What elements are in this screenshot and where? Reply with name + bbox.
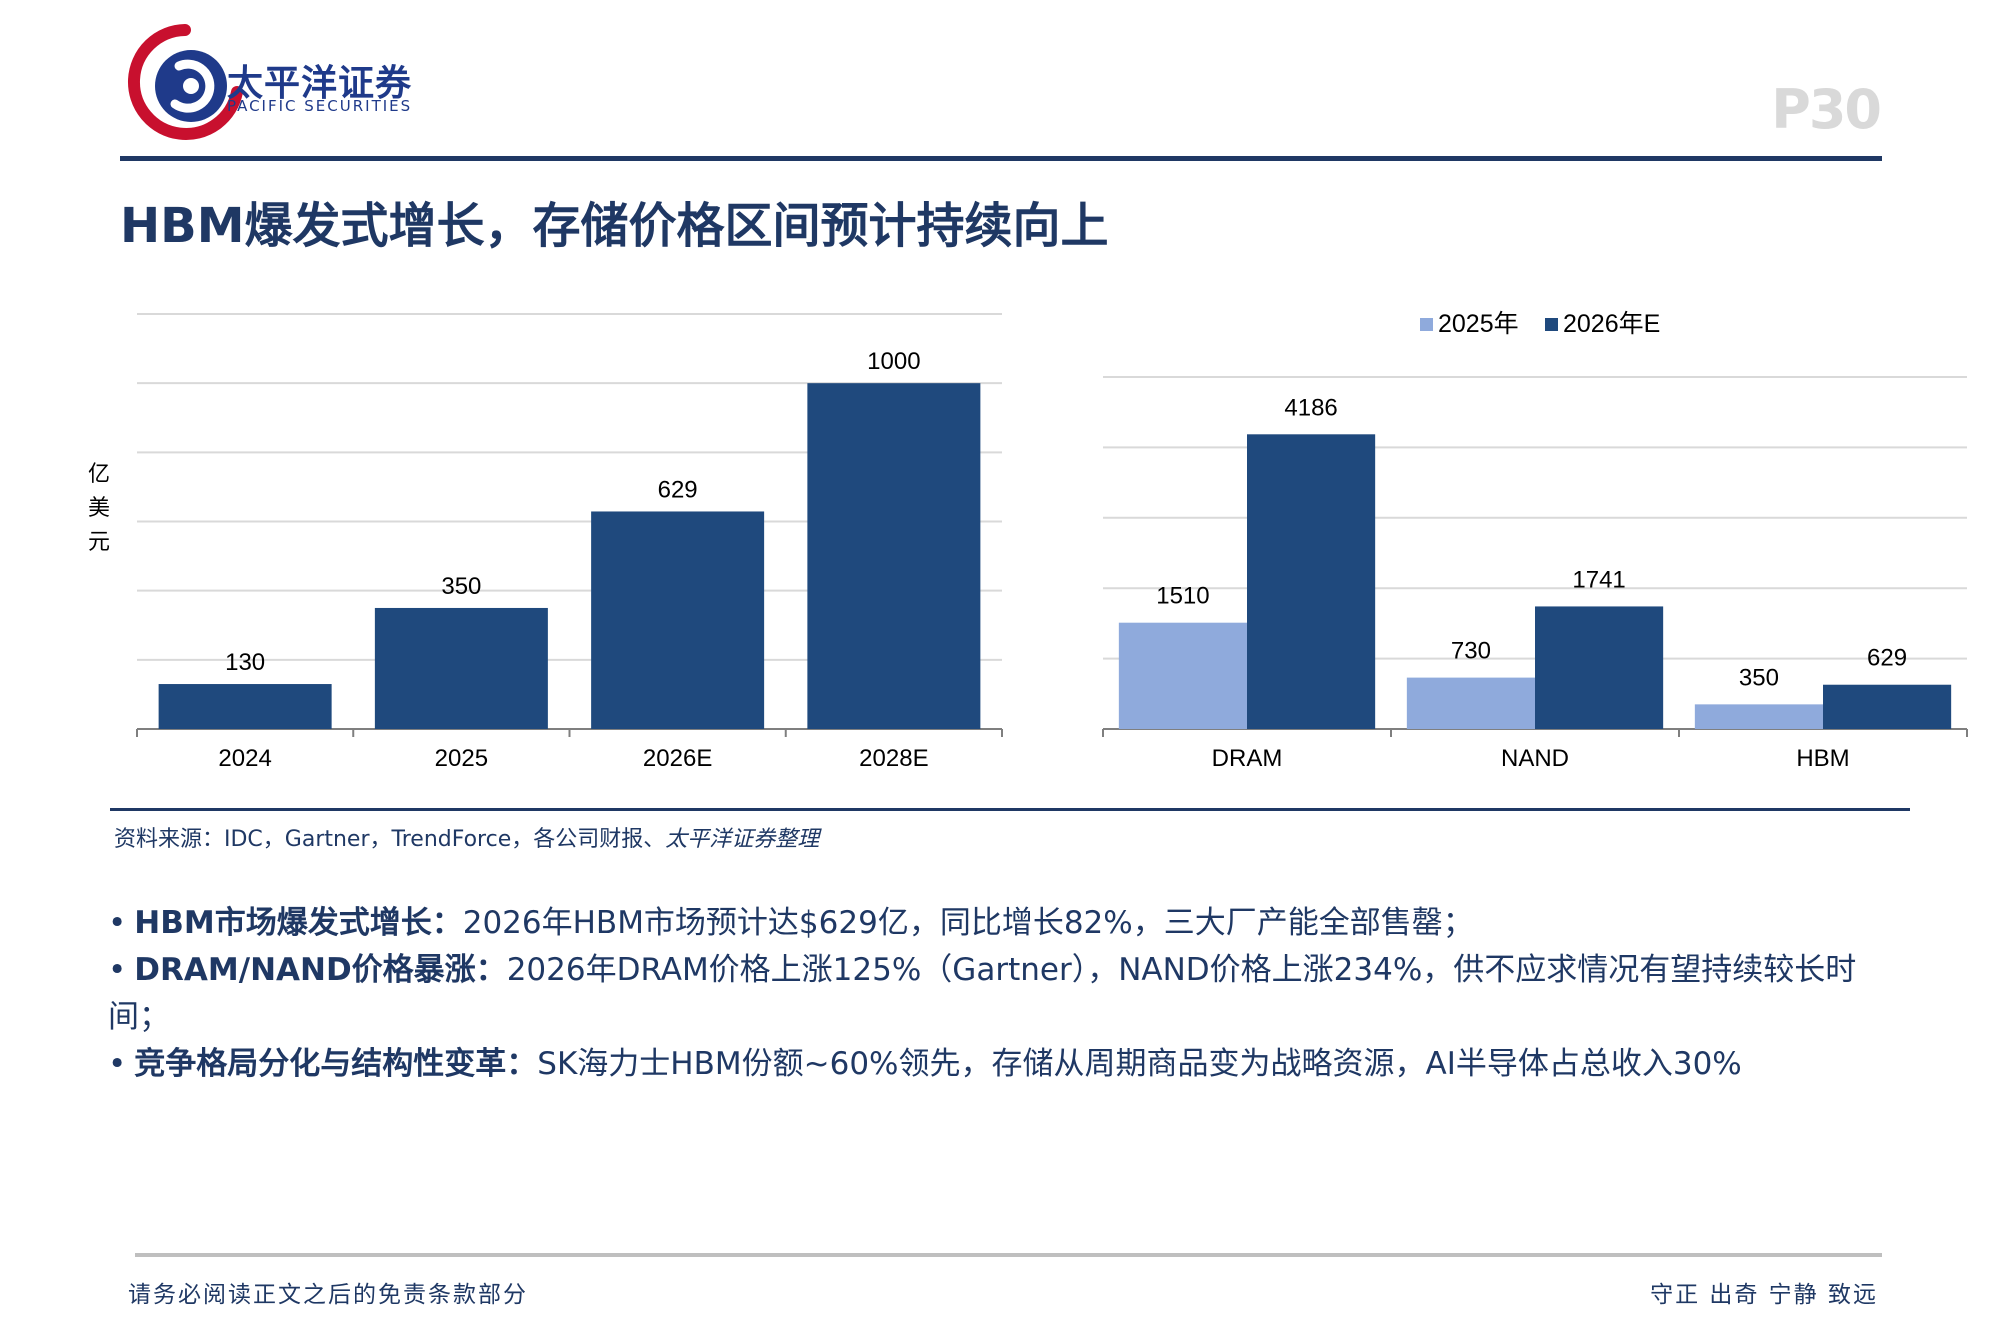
bullet-dot-icon: • <box>108 905 127 941</box>
data-label: 1510 <box>1156 583 1209 610</box>
x-tick-label: DRAM <box>1212 745 1283 772</box>
bullet-dot-icon: • <box>108 1046 127 1082</box>
legend-swatch <box>1545 318 1558 331</box>
key-points: • HBM市场爆发式增长：2026年HBM市场预计达$629亿，同比增长82%，三… <box>108 900 1908 1088</box>
data-label: 1000 <box>867 348 920 375</box>
data-label: 629 <box>1867 645 1907 672</box>
data-label: 730 <box>1451 638 1491 665</box>
source-italic-text: 太平洋证券整理 <box>665 827 820 852</box>
x-tick-label: 2028E <box>859 745 928 772</box>
pacific-securities-logo-icon <box>128 24 243 140</box>
memory-market-comparison-chart: 1510 4186 DRAM 730 1741 NAND 350 629 HBM 2025年 202… <box>1102 310 1968 772</box>
bullet-body: 2026年DRAM价格上涨125%（Gartner），NAND价格上涨234%，… <box>108 952 1857 1035</box>
bar <box>374 607 548 729</box>
slide-title: HBM爆发式增长，存储价格区间预计持续向上 <box>120 198 1109 254</box>
chart1-y-axis-label: 亿 美 元 <box>87 462 110 555</box>
brand-name-en: PACIFIC SECURITIES <box>227 97 413 115</box>
x-tick-label: HBM <box>1796 745 1849 772</box>
memory-market-comparison-chart-svg: 1510 4186 DRAM 730 1741 NAND 350 629 HBM 2025年 202… <box>1102 310 1968 772</box>
source-text: 资料来源：IDC，Gartner，TrendForce，各公司财报、 <box>114 827 666 852</box>
x-tick-label: 2024 <box>218 745 271 772</box>
bullet-body: SK海力士HBM份额~60%领先，存储从周期商品变为战略资源，AI半导体占总收入… <box>537 1046 1742 1082</box>
bar <box>591 511 765 729</box>
bullet-heading: HBM市场爆发式增长： <box>134 905 463 941</box>
data-label: 130 <box>225 649 265 676</box>
x-tick-label: NAND <box>1501 745 1569 772</box>
bullet-item: • 竞争格局分化与结构性变革：SK海力士HBM份额~60%领先，存储从周期商品变为… <box>108 1041 1908 1088</box>
x-tick-label: 2026E <box>643 745 712 772</box>
data-label: 350 <box>441 573 481 600</box>
header-divider <box>120 156 1882 161</box>
bullet-dot-icon: • <box>108 952 127 988</box>
bar <box>158 684 332 729</box>
data-label: 629 <box>658 476 698 503</box>
legend-swatch <box>1420 318 1433 331</box>
data-label: 350 <box>1739 664 1779 691</box>
source-note: 资料来源：IDC，Gartner，TrendForce，各公司财报、太平洋证券整… <box>114 821 819 853</box>
company-motto: 守正 出奇 宁静 致远 <box>1650 1282 1878 1308</box>
bullet-body: 2026年HBM市场预计达$629亿，同比增长82%，三大厂产能全部售罄； <box>462 905 1474 941</box>
bar-series-2025 <box>1406 677 1535 729</box>
disclaimer: 请务必阅读正文之后的免责条款部分 <box>128 1282 528 1308</box>
page-number: P30 <box>1771 78 1882 141</box>
footer-divider <box>135 1253 1882 1257</box>
bar <box>807 383 981 729</box>
bullet-heading: DRAM/NAND价格暴涨： <box>134 952 507 988</box>
x-tick-label: 2025 <box>435 745 488 772</box>
bar-series-2026e <box>1823 684 1952 729</box>
bullet-item: • DRAM/NAND价格暴涨：2026年DRAM价格上涨125%（Gartner… <box>108 947 1908 1041</box>
hbm-market-size-chart: 130 2024 350 2025 629 2026E 1000 2028E <box>0 0 1003 800</box>
legend-label: 2025年 <box>1438 310 1519 338</box>
bar-series-2026e <box>1535 606 1664 729</box>
source-divider <box>110 808 1910 811</box>
bar-series-2026e <box>1247 434 1376 729</box>
legend-label: 2026年E <box>1563 310 1660 338</box>
bar-series-2025 <box>1694 704 1823 729</box>
data-label: 1741 <box>1572 566 1625 593</box>
data-label: 4186 <box>1284 394 1337 421</box>
bullet-item: • HBM市场爆发式增长：2026年HBM市场预计达$629亿，同比增长82%，三… <box>108 900 1908 947</box>
bar-series-2025 <box>1118 622 1247 729</box>
brand-name-cn: 太平洋证券 <box>227 63 413 104</box>
bullet-heading: 竞争格局分化与结构性变革： <box>134 1046 538 1082</box>
company-logo: 太平洋证券 PACIFIC SECURITIES <box>125 22 415 142</box>
hbm-market-size-chart-svg: 130 2024 350 2025 629 2026E 1000 2028E <box>136 313 1003 772</box>
